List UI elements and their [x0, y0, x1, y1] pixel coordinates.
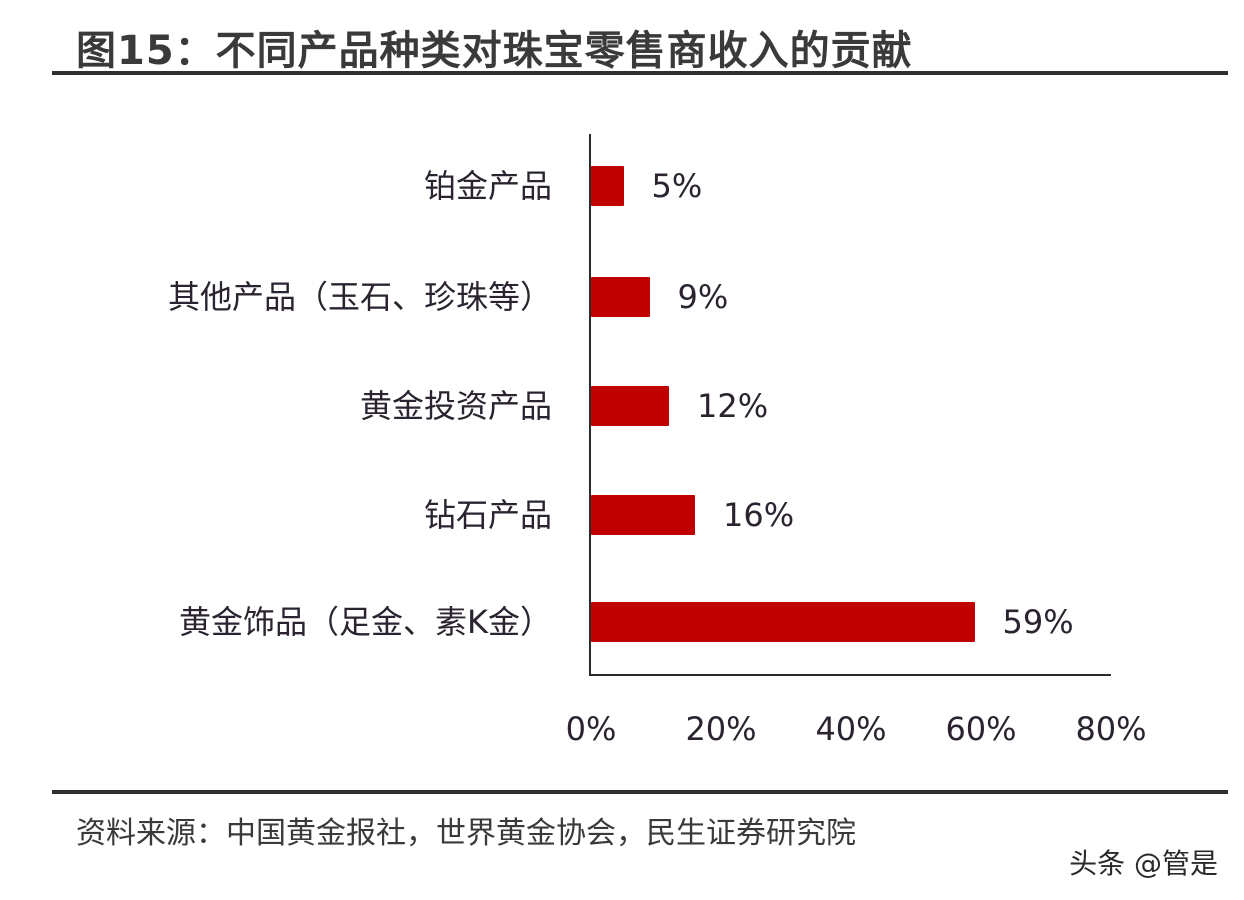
title-divider: [52, 71, 1228, 75]
x-tick-label: 80%: [1075, 710, 1147, 748]
category-label: 钻石产品: [423, 496, 552, 534]
footer-divider: [52, 790, 1228, 794]
x-tick-label: 40%: [815, 710, 887, 748]
bar: [591, 166, 624, 206]
watermark: 头条 @管是: [1069, 847, 1218, 880]
category-label: 其他产品（玉石、珍珠等）: [167, 278, 552, 316]
value-label: 12%: [697, 387, 769, 425]
x-axis-line: [589, 674, 1111, 676]
source-note: 资料来源：中国黄金报社，世界黄金协会，民生证券研究院: [76, 816, 856, 851]
value-label: 9%: [677, 278, 729, 316]
value-label: 59%: [1002, 603, 1074, 641]
bar: [591, 386, 669, 426]
x-tick-label: 0%: [565, 710, 617, 748]
bar: [591, 277, 650, 317]
category-label: 铂金产品: [423, 167, 552, 205]
category-label: 黄金投资产品: [359, 387, 552, 425]
x-tick-label: 20%: [685, 710, 757, 748]
chart-title: 图15：不同产品种类对珠宝零售商收入的贡献: [76, 28, 913, 74]
x-tick-label: 60%: [945, 710, 1017, 748]
bar: [591, 495, 695, 535]
bar: [591, 602, 975, 642]
value-label: 5%: [651, 167, 703, 205]
value-label: 16%: [723, 496, 795, 534]
category-label: 黄金饰品（足金、素K金）: [179, 603, 552, 641]
y-axis-line: [589, 134, 591, 676]
